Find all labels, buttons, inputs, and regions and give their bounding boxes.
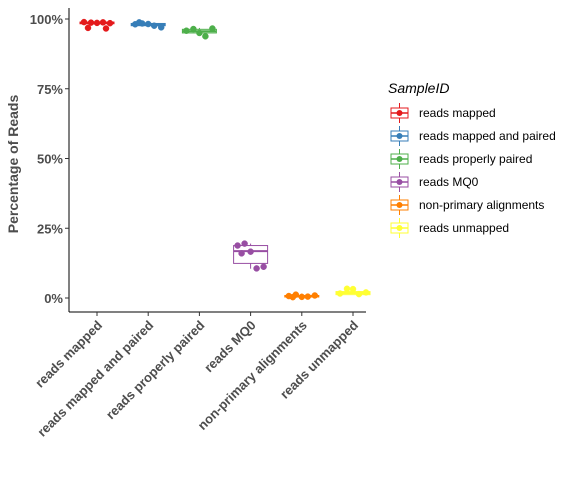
legend-item: reads MQ0 [389, 172, 479, 193]
data-point [260, 263, 267, 271]
legend-label: reads properly paired [419, 152, 532, 166]
legend-item: non-primary alignments [389, 195, 544, 216]
data-point [349, 285, 357, 293]
y-tick-label: 25% [37, 221, 63, 236]
legend-key-point [396, 225, 403, 231]
data-point [238, 250, 245, 257]
data-point [209, 25, 216, 32]
data-point [144, 20, 152, 28]
legend-key-point [396, 179, 403, 185]
y-tick-label: 50% [37, 152, 63, 167]
data-point [343, 285, 351, 293]
box-group [181, 25, 217, 40]
legend-key-point [396, 133, 403, 139]
data-point [84, 24, 92, 32]
data-point [196, 29, 203, 37]
legend-title: SampleID [388, 80, 449, 96]
box-group [79, 18, 115, 32]
data-point [298, 293, 306, 301]
y-tick-label: 100% [30, 12, 64, 27]
data-point [304, 293, 312, 300]
legend-label: reads unmapped [419, 221, 509, 235]
legend-item: reads unmapped [389, 218, 509, 239]
data-point [234, 242, 241, 249]
y-axis-label: Percentage of Reads [5, 95, 21, 234]
data-point [355, 290, 363, 298]
data-point [150, 22, 158, 29]
data-point [241, 240, 248, 247]
data-point [183, 27, 190, 34]
legend-label: reads MQ0 [419, 175, 479, 189]
legend-item: reads mapped and paired [389, 126, 556, 147]
legend-item: reads mapped [389, 103, 496, 124]
data-point [190, 25, 197, 33]
data-point [157, 24, 165, 31]
data-point [289, 293, 297, 301]
legend-key-point [396, 202, 403, 208]
legend-item: reads properly paired [389, 149, 532, 170]
data-point [202, 33, 209, 40]
box-group [233, 240, 269, 272]
box-group [335, 285, 371, 298]
y-tick-label: 75% [37, 82, 63, 97]
data-point [93, 19, 101, 27]
data-point [311, 292, 319, 299]
data-point [135, 19, 143, 26]
data-point [253, 265, 260, 272]
legend-label: non-primary alignments [419, 198, 544, 212]
data-point [247, 248, 254, 255]
data-point [336, 290, 344, 297]
box-group [130, 19, 166, 31]
data-point [102, 25, 110, 32]
y-tick-label: 0% [44, 291, 63, 306]
data-point [362, 289, 370, 296]
legend-label: reads mapped and paired [419, 129, 556, 143]
legend-key-point [396, 156, 403, 162]
box-group [284, 291, 320, 301]
legend-key-point [396, 110, 403, 116]
data-point [80, 18, 88, 26]
data-point [99, 19, 107, 26]
data-point [87, 19, 95, 26]
x-tick-label: reads properly paired [103, 317, 208, 422]
data-point [106, 19, 114, 27]
legend-label: reads mapped [419, 106, 496, 120]
